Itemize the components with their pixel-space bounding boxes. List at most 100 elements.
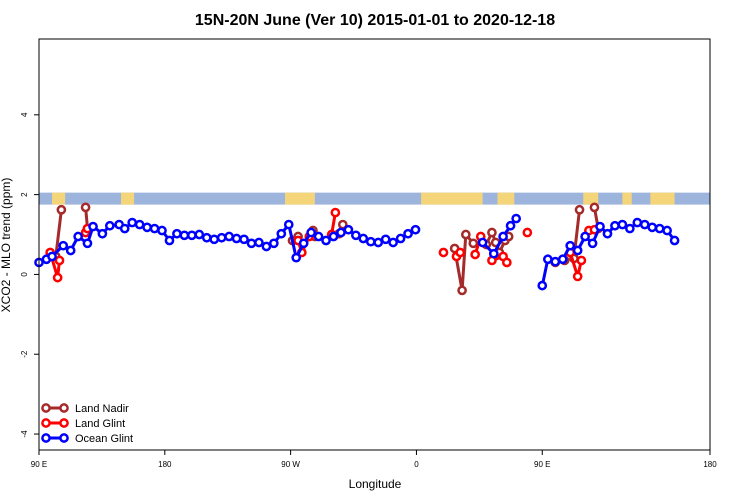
data-point [632,217,643,228]
data-point [395,233,406,244]
data-point [617,219,628,230]
data-point [380,234,391,245]
data-point [477,237,488,248]
legend-label: Ocean Glint [75,433,133,445]
data-point [47,251,57,262]
data-point [58,240,69,251]
data-point [194,229,205,240]
data-point [537,280,548,291]
data-point [572,271,583,282]
data-point [254,237,264,248]
data-point [488,248,499,259]
land-patch [650,192,675,205]
data-point [216,232,227,243]
data-point [104,220,115,231]
data-point [298,238,309,249]
data-point [261,241,272,252]
legend-marker [59,433,69,443]
data-point [487,227,497,238]
land-patch [622,192,632,205]
data-point [639,219,650,230]
data-point [328,231,339,242]
chart-title: 15N-20N June (Ver 10) 2015-01-01 to 2020… [195,12,555,29]
land-patch [421,192,483,205]
data-point [80,202,91,213]
data-point [291,252,302,263]
data-point [470,249,480,260]
data-point [209,234,220,245]
legend: Land Nadir Land Glint Ocean Glint [41,403,133,445]
data-point [186,230,197,241]
data-point [351,230,361,241]
x-tick-label: 0 [414,460,419,469]
legend-marker [41,418,51,428]
data-point [589,202,600,213]
data-point [52,272,63,283]
data-point [501,257,512,268]
legend-marker [59,403,69,413]
data-point [358,233,369,244]
land-patch [583,192,599,205]
data-point [565,240,576,251]
data-point [511,213,522,224]
legend-label: Land Nadir [75,403,129,415]
data-point [602,228,613,239]
data-point [542,254,553,265]
data-point [142,222,152,233]
y-tick-label: 2 [20,192,29,197]
y-tick-label: -2 [20,350,29,358]
land-patch [121,192,135,205]
data-point [574,204,585,215]
y-tick-label: 0 [20,272,29,277]
data-point [410,224,421,235]
data-point [172,228,182,239]
legend-item: Land Nadir [41,403,129,415]
data-point [73,231,83,242]
data-point [669,235,680,246]
ocean-band [39,192,710,205]
data-point [468,238,479,249]
x-tick-label: 180 [158,460,172,469]
data-point [82,238,93,249]
data-point [498,231,508,242]
x-tick-label: 90 E [534,460,550,469]
data-point [647,222,658,233]
legend-label: Land Glint [75,418,125,430]
x-axis-label: Longitude [349,477,402,491]
data-point [460,229,471,240]
data-point [321,235,331,246]
data-point [455,247,466,258]
land-ocean-mask [39,192,710,205]
data-point [179,230,190,241]
data-point [576,255,587,266]
data-point [224,231,234,242]
data-point [550,256,561,267]
data-point [134,219,145,230]
x-tick-label: 90 E [31,460,47,469]
data-point [595,221,605,232]
data-point [56,204,67,215]
data-point [373,237,384,248]
data-point [246,238,257,249]
land-patch [497,192,515,205]
data-point [269,238,279,249]
x-axis: 90 E 180 90 W 0 90 E 180 [31,450,717,469]
x-tick-label: 180 [703,460,717,469]
data-point [587,238,598,249]
data-point [306,227,316,238]
legend-item: Land Glint [41,418,125,430]
data-point [239,234,249,245]
series-ocean-glint [34,213,680,291]
legend-marker [59,418,69,428]
data-point [97,228,108,239]
data-point [572,245,583,256]
data-point [313,231,324,242]
data-point [365,236,376,247]
data-point [610,220,620,231]
data-point [54,255,65,266]
data-point [388,237,398,248]
data-point [276,228,287,239]
data-point [119,223,130,234]
data-point [625,223,635,234]
